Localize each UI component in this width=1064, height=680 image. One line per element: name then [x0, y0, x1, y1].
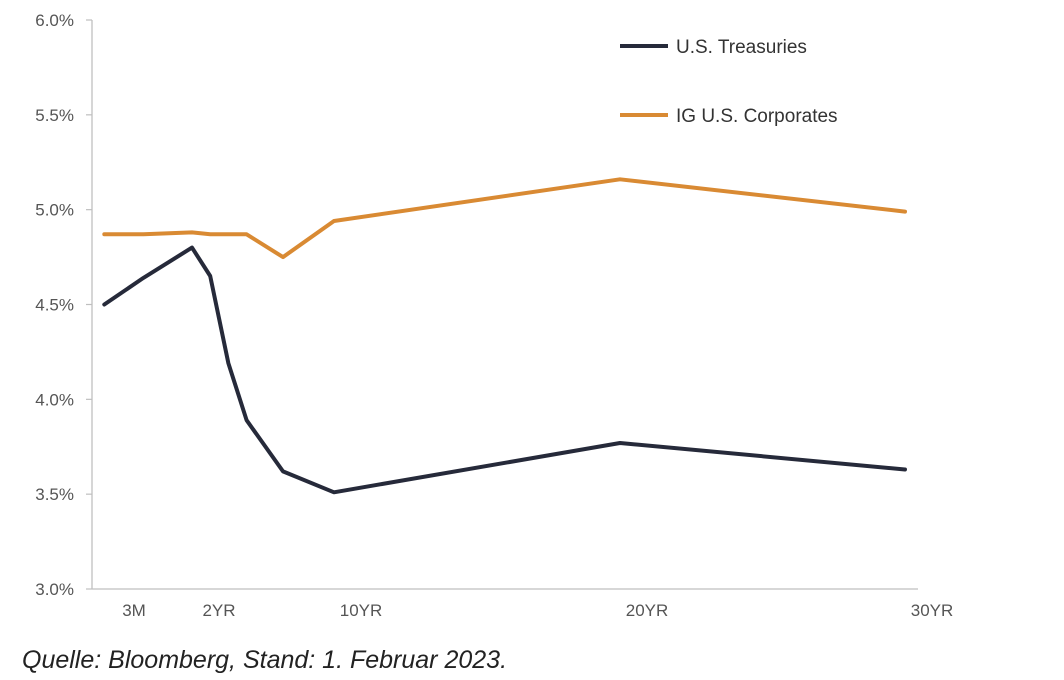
y-tick-label: 3.0% [35, 580, 74, 599]
series-line-u-s-treasuries [102, 245, 907, 495]
y-tick-label: 4.0% [35, 390, 74, 409]
x-tick-label: 20YR [626, 601, 669, 620]
series-layer [102, 177, 907, 495]
x-axis: 3M 2YR 10YR 20YR 30YR [92, 588, 953, 620]
y-axis-ticks: 3.0% 3.5% 4.0% 4.5% 5.0% 5.5% 6.0% [35, 11, 92, 599]
y-tick-label: 5.0% [35, 201, 74, 220]
series-line-ig-u-s-corporates [102, 177, 907, 260]
x-tick-label: 2YR [202, 601, 235, 620]
y-tick-label: 4.5% [35, 296, 74, 315]
legend-label: U.S. Treasuries [676, 37, 807, 58]
yield-curve-chart: 3.0% 3.5% 4.0% 4.5% 5.0% 5.5% 6.0% 3M 2YR 10YR 20… [35, 11, 953, 620]
x-tick-label: 3M [122, 601, 146, 620]
y-tick-label: 3.5% [35, 485, 74, 504]
y-axis: 3.0% 3.5% 4.0% 4.5% 5.0% 5.5% 6.0% [35, 11, 93, 599]
y-tick-label: 5.5% [35, 106, 74, 125]
x-tick-label: 10YR [340, 601, 383, 620]
x-axis-ticks: 3M 2YR 10YR 20YR 30YR [122, 601, 953, 620]
x-tick-label: 30YR [911, 601, 954, 620]
legend: U.S. Treasuries IG U.S. Corporates [620, 37, 838, 127]
legend-label: IG U.S. Corporates [676, 106, 838, 127]
source-note: Quelle: Bloomberg, Stand: 1. Februar 202… [22, 646, 508, 674]
y-tick-label: 6.0% [35, 11, 74, 30]
